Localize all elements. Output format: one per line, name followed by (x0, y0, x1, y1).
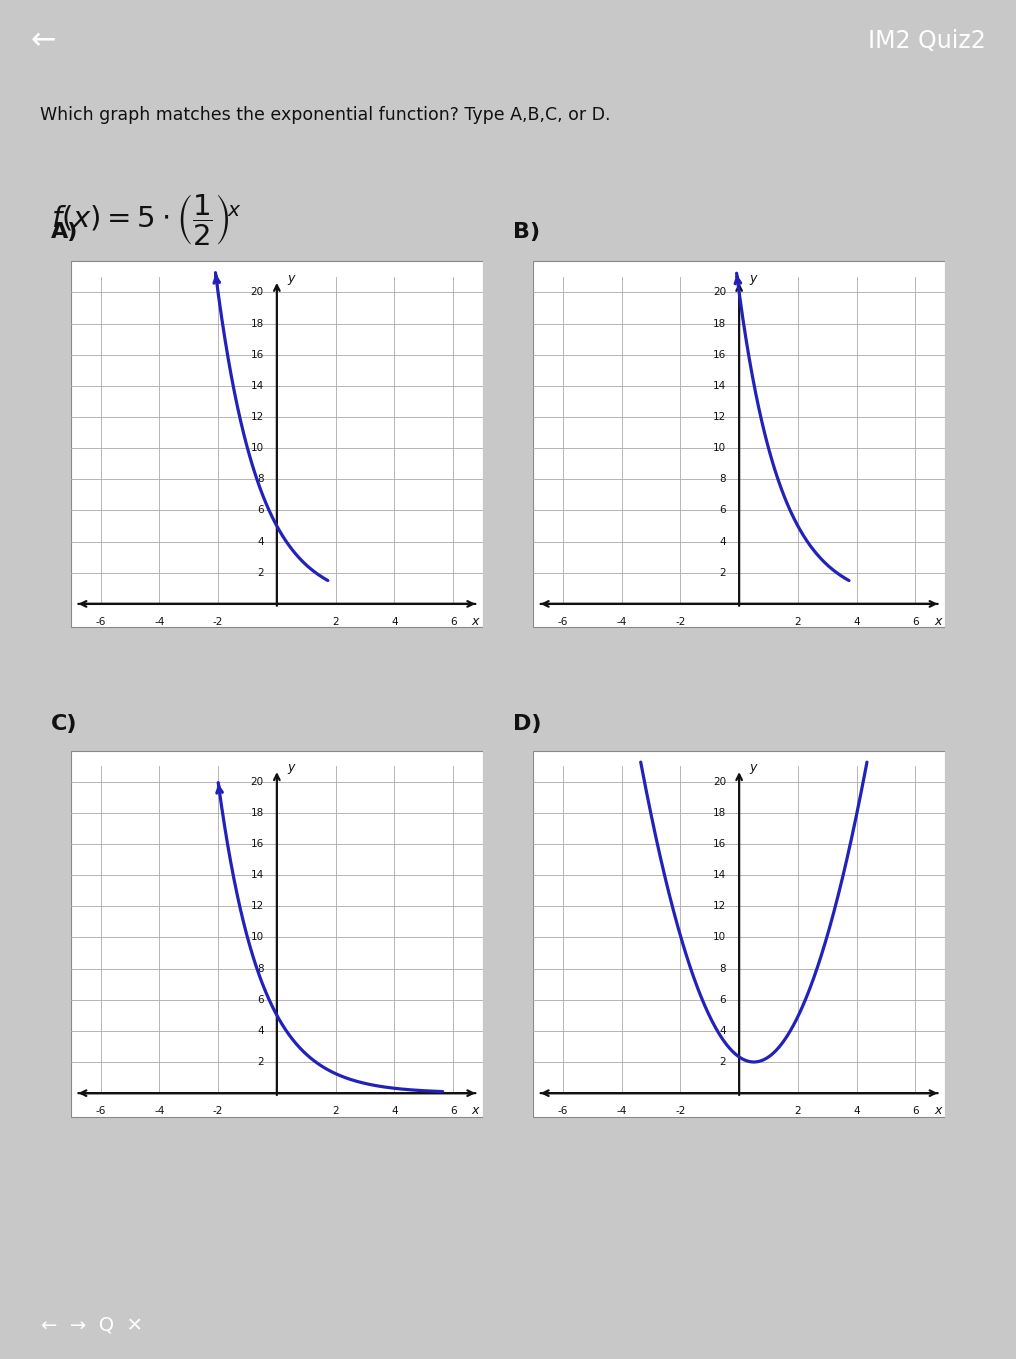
Text: D): D) (513, 713, 542, 734)
Text: B): B) (513, 222, 541, 242)
Text: $f(x) = 5 \cdot \left(\dfrac{1}{2}\right)^{\!x}$: $f(x) = 5 \cdot \left(\dfrac{1}{2}\right… (51, 193, 242, 249)
Text: 6: 6 (257, 995, 263, 1004)
Text: ←: ← (30, 26, 56, 56)
Text: 4: 4 (391, 1106, 397, 1116)
Text: 2: 2 (795, 617, 802, 626)
Text: 12: 12 (250, 901, 263, 912)
Text: 12: 12 (712, 412, 725, 423)
Text: 4: 4 (719, 537, 725, 546)
Text: 10: 10 (251, 443, 263, 453)
Text: 12: 12 (250, 412, 263, 423)
Text: y: y (750, 272, 757, 285)
Text: ←  →  Q  ✕: ← → Q ✕ (41, 1316, 142, 1335)
Text: x: x (471, 614, 479, 628)
Text: 6: 6 (450, 1106, 456, 1116)
Text: 16: 16 (250, 349, 263, 360)
Text: y: y (750, 761, 757, 775)
Text: -6: -6 (96, 1106, 106, 1116)
Text: 18: 18 (712, 318, 725, 329)
Text: 10: 10 (251, 932, 263, 942)
Text: -6: -6 (96, 617, 106, 626)
Text: 6: 6 (912, 1106, 918, 1116)
Text: 20: 20 (251, 777, 263, 787)
Text: 4: 4 (853, 617, 860, 626)
Text: -6: -6 (558, 1106, 568, 1116)
Text: 16: 16 (250, 839, 263, 849)
Text: -2: -2 (213, 1106, 224, 1116)
Text: 4: 4 (391, 617, 397, 626)
Text: 2: 2 (719, 1057, 725, 1067)
Text: 8: 8 (257, 474, 263, 484)
Text: 4: 4 (257, 537, 263, 546)
Text: IM2 Quiz2: IM2 Quiz2 (868, 29, 986, 53)
Text: 18: 18 (250, 807, 263, 818)
Text: 2: 2 (257, 1057, 263, 1067)
Text: 18: 18 (250, 318, 263, 329)
Text: x: x (934, 614, 941, 628)
Text: 4: 4 (853, 1106, 860, 1116)
Text: 20: 20 (713, 288, 725, 298)
Text: -4: -4 (617, 1106, 627, 1116)
Text: 8: 8 (719, 964, 725, 973)
Text: 8: 8 (719, 474, 725, 484)
Text: 14: 14 (250, 381, 263, 391)
Text: 6: 6 (257, 506, 263, 515)
Text: 16: 16 (712, 839, 725, 849)
Text: 8: 8 (257, 964, 263, 973)
Text: y: y (288, 761, 295, 775)
Text: 4: 4 (719, 1026, 725, 1036)
Text: A): A) (51, 222, 78, 242)
Text: 14: 14 (712, 870, 725, 881)
Text: -4: -4 (154, 617, 165, 626)
Text: 6: 6 (719, 506, 725, 515)
Text: 20: 20 (251, 288, 263, 298)
Text: Which graph matches the exponential function? Type A,B,C, or D.: Which graph matches the exponential func… (40, 106, 611, 124)
Text: 14: 14 (712, 381, 725, 391)
Text: -2: -2 (213, 617, 224, 626)
Text: -6: -6 (558, 617, 568, 626)
Text: -2: -2 (676, 617, 686, 626)
Text: 12: 12 (712, 901, 725, 912)
Text: 2: 2 (257, 568, 263, 578)
Text: 2: 2 (332, 617, 339, 626)
Text: 16: 16 (712, 349, 725, 360)
Text: 6: 6 (719, 995, 725, 1004)
Text: 6: 6 (450, 617, 456, 626)
Text: 14: 14 (250, 870, 263, 881)
Text: 10: 10 (713, 443, 725, 453)
Text: C): C) (51, 713, 77, 734)
Text: x: x (471, 1104, 479, 1117)
Text: -4: -4 (154, 1106, 165, 1116)
Text: -4: -4 (617, 617, 627, 626)
Text: 2: 2 (795, 1106, 802, 1116)
Text: 18: 18 (712, 807, 725, 818)
Text: 2: 2 (332, 1106, 339, 1116)
Text: 10: 10 (713, 932, 725, 942)
Text: 20: 20 (713, 777, 725, 787)
Text: y: y (288, 272, 295, 285)
Text: 4: 4 (257, 1026, 263, 1036)
Text: -2: -2 (676, 1106, 686, 1116)
Text: 2: 2 (719, 568, 725, 578)
Text: 6: 6 (912, 617, 918, 626)
Text: x: x (934, 1104, 941, 1117)
